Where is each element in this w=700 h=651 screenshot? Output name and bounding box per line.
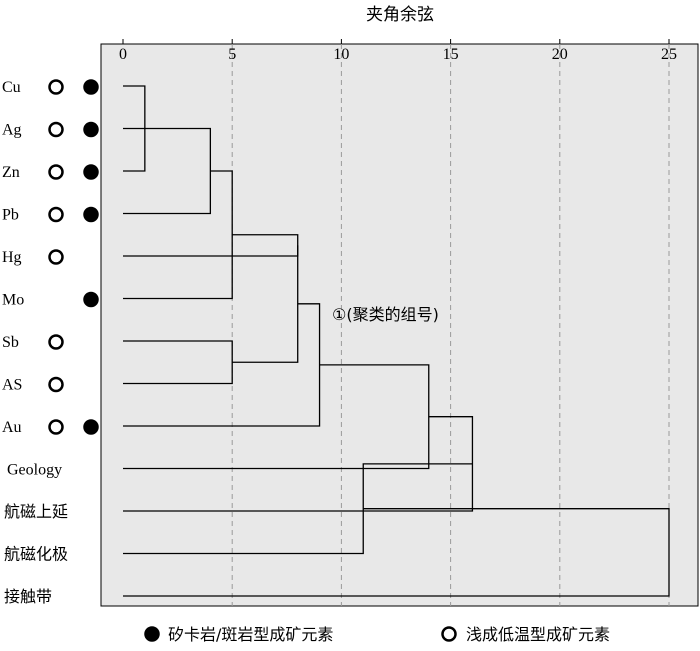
filled-marker-1: [83, 121, 99, 138]
legend-label-open: 浅成低温型成矿元素: [466, 625, 610, 644]
axis-title: 夹角余弦: [366, 5, 434, 25]
filled-marker-8: [83, 419, 99, 435]
leaf-label-2: Zn: [2, 164, 20, 181]
tick-label-15: 15: [443, 46, 459, 63]
deposit-markers: [48, 79, 99, 435]
x-axis-ticks: 0 5 10 15 20 25: [119, 39, 677, 63]
open-marker-3: [48, 206, 64, 223]
open-marker-6: [48, 334, 64, 350]
filled-marker-0: [83, 79, 99, 95]
open-marker-0: [48, 79, 64, 95]
legend: 矽卡岩/斑岩型成矿元素 浅成低温型成矿元素: [144, 625, 610, 644]
open-marker-4: [48, 249, 64, 265]
open-marker-8: [48, 419, 64, 435]
merge-link-12: [123, 508, 670, 597]
leaf-label-5: Mo: [2, 292, 24, 309]
tick-label-5: 5: [228, 46, 236, 63]
plot-area: [100, 43, 699, 607]
open-marker-7: [48, 376, 64, 393]
dendrogram-links: [123, 85, 670, 597]
leaf-label-0: Cu: [2, 79, 21, 96]
leaf-label-1: Ag: [2, 122, 22, 139]
filled-marker-2: [83, 164, 99, 180]
filled-marker-5: [83, 291, 99, 308]
leaf-label-4: Hg: [2, 249, 22, 266]
merge-link-7: [232, 245, 299, 363]
leaf-label-6: Sb: [2, 334, 19, 351]
leaf-label-7: AS: [2, 377, 22, 394]
legend-marker-filled: [144, 626, 160, 642]
open-marker-2: [48, 164, 64, 180]
tick-label-0: 0: [119, 46, 127, 63]
tick-label-10: 10: [333, 46, 349, 63]
leaf-label-3: Pb: [2, 207, 19, 224]
legend-marker-open: [441, 626, 457, 642]
legend-label-filled: 矽卡岩/斑岩型成矿元素: [168, 625, 333, 644]
leaf-label-9: Geology: [7, 462, 62, 479]
leaf-label-11: 航磁化极: [4, 545, 68, 564]
filled-marker-3: [83, 206, 99, 223]
leaf-label-8: Au: [2, 419, 22, 436]
leaf-label-10: 航磁上延: [4, 502, 68, 521]
cluster-annotation: ①(聚类的组号): [332, 305, 439, 324]
tick-label-25: 25: [661, 46, 677, 63]
leaf-label-12: 接触带: [4, 587, 52, 606]
tick-label-20: 20: [552, 46, 568, 63]
open-marker-1: [48, 121, 64, 138]
